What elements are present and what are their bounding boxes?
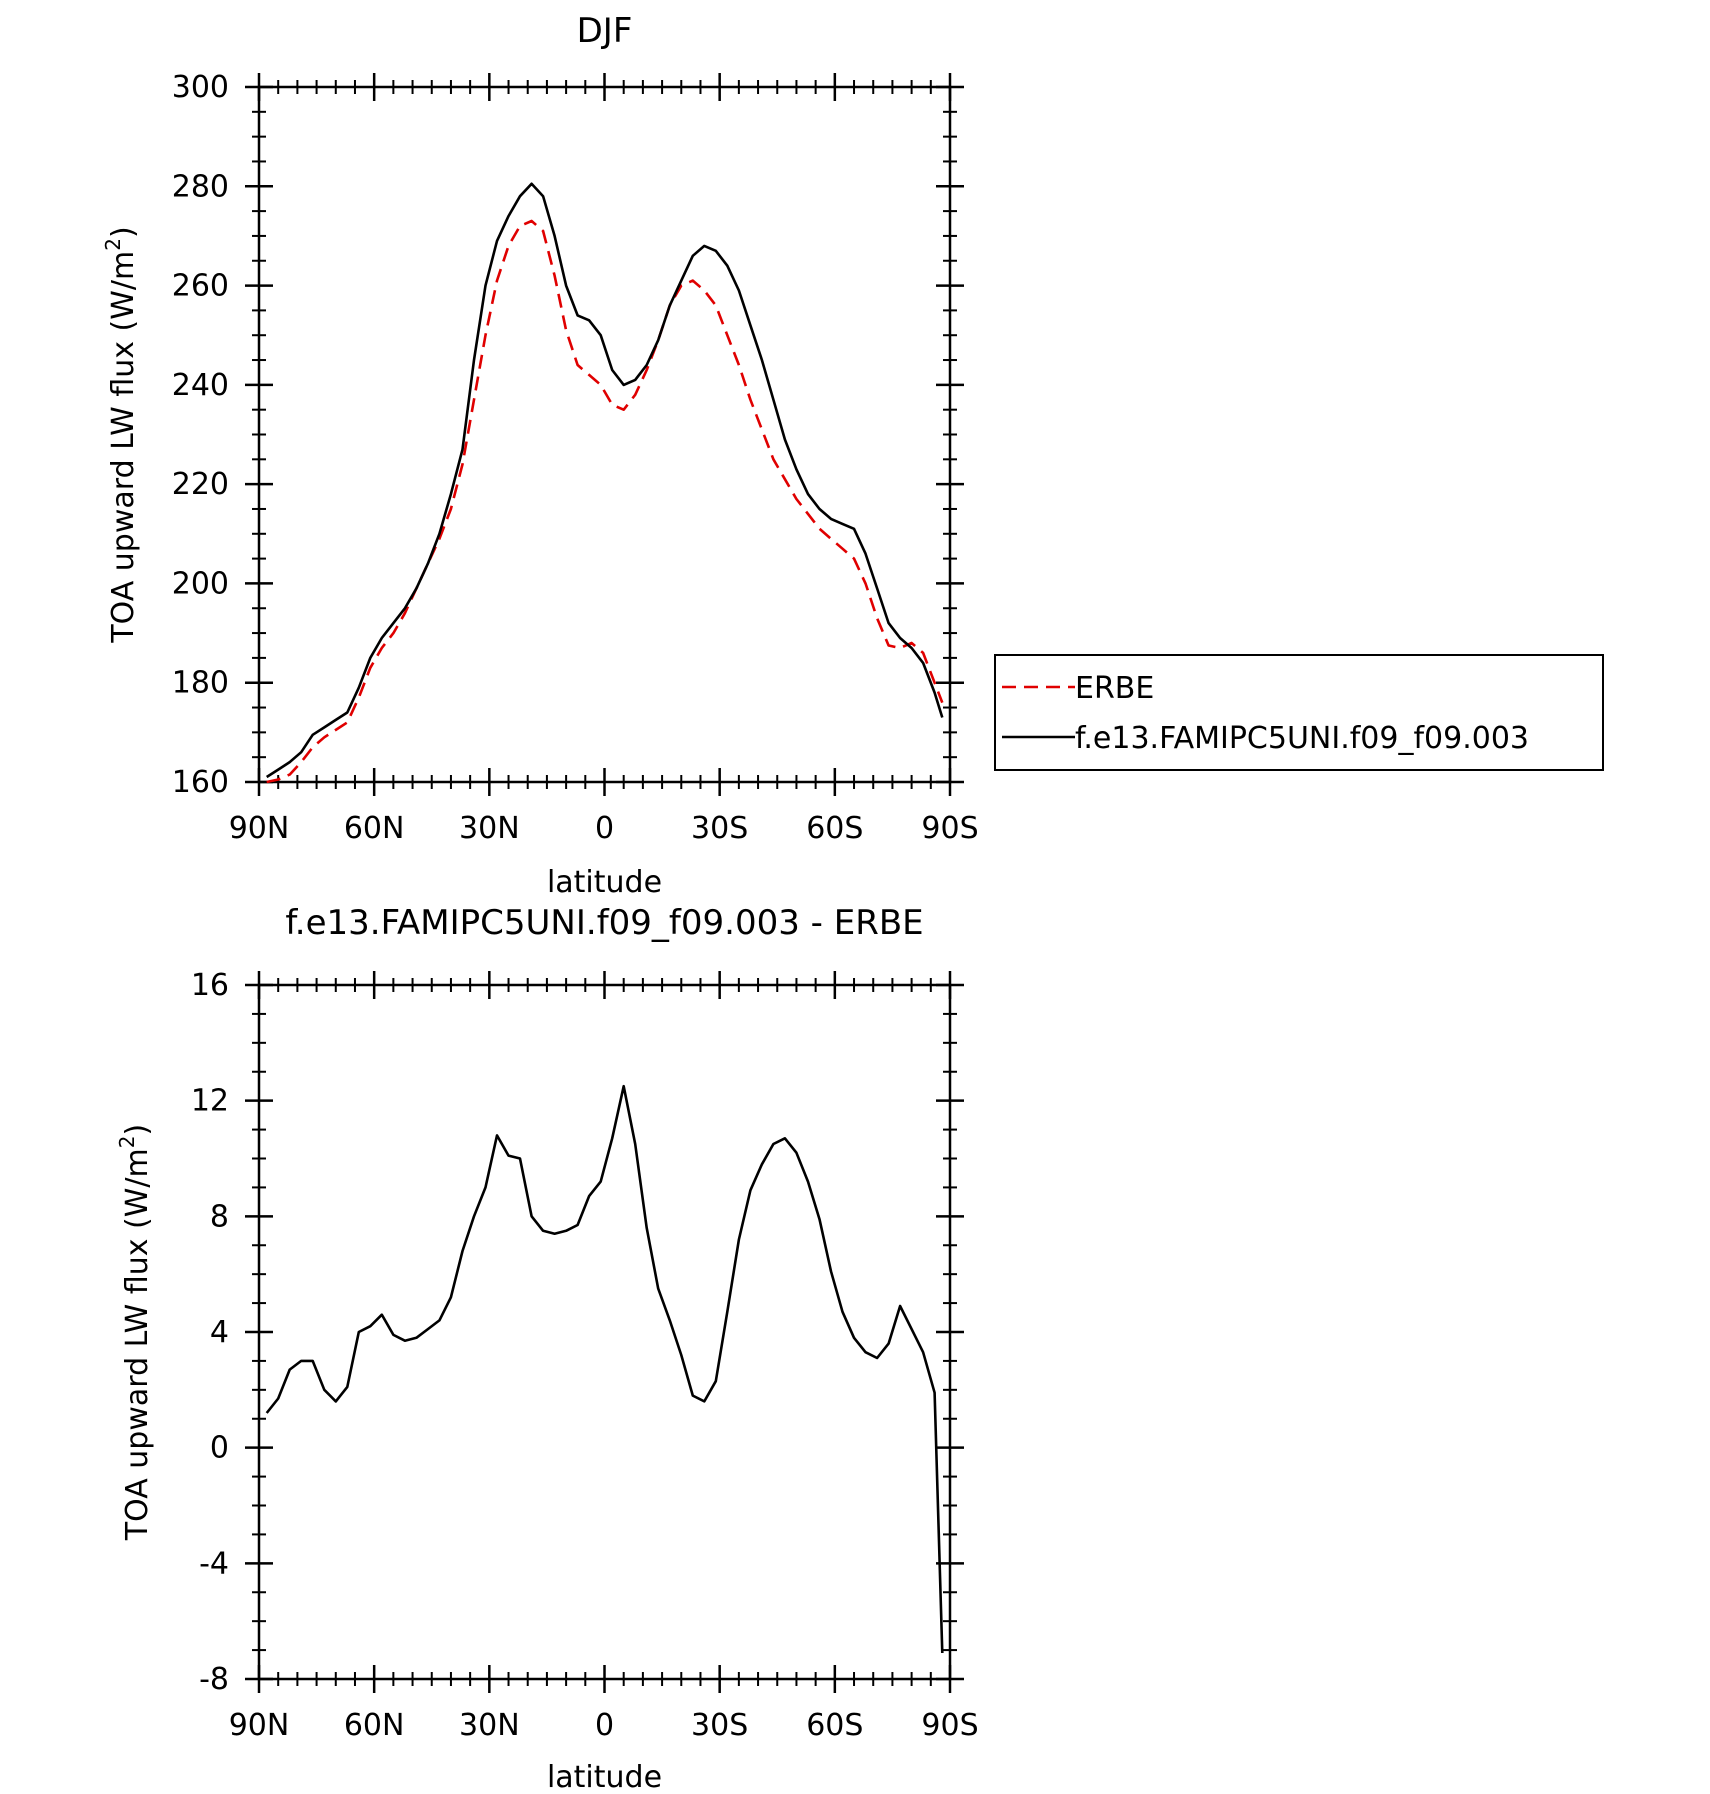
y-axis-label-superscript: 2 <box>101 238 125 251</box>
y-tick-label: -4 <box>199 1546 229 1581</box>
top-panel-chart: 160 180 200 220 240 260 280 300 90N 60N 30N 0 30S 60S… <box>101 11 979 900</box>
y-axis-label: TOA upward LW flux (W/m2) <box>101 226 141 643</box>
x-tick-label: 0 <box>595 1708 614 1743</box>
y-tick-label: 12 <box>191 1084 229 1119</box>
y-tick-label: 300 <box>172 70 229 105</box>
y-axis-label: TOA upward LW flux (W/m2) <box>115 1124 155 1541</box>
y-axis-label-superscript: 2 <box>115 1136 139 1149</box>
legend-box <box>994 654 1604 771</box>
x-tick-label: 90S <box>921 1708 978 1743</box>
x-axis-label: latitude <box>547 1760 662 1794</box>
chart-title: f.e13.FAMIPC5UNI.f09_f09.003 - ERBE <box>285 903 923 943</box>
x-tick-label: 30S <box>691 1708 748 1743</box>
y-axis-label-close: ) <box>120 1124 155 1136</box>
y-tick-label: 16 <box>191 968 229 1003</box>
legend-label-0: ERBE <box>1075 671 1154 706</box>
chart-title: DJF <box>577 11 633 51</box>
x-tick-label: 30S <box>691 811 748 846</box>
x-tick-label: 90N <box>229 1708 290 1743</box>
series-line-0-0 <box>266 219 944 784</box>
x-tick-label: 0 <box>595 811 614 846</box>
y-axis-label-main: TOA upward LW flux (W/m <box>120 1148 155 1541</box>
series-line-0-1 <box>265 182 944 779</box>
y-tick-label: 0 <box>210 1431 229 1466</box>
series-line-1-0 <box>265 1084 944 1654</box>
legend-label-1: f.e13.FAMIPC5UNI.f09_f09.003 <box>1075 721 1529 756</box>
y-tick-label: 8 <box>210 1199 229 1234</box>
y-tick-label: 220 <box>172 467 229 502</box>
y-axis-label-close: ) <box>106 226 141 238</box>
y-tick-label: 180 <box>172 666 229 701</box>
y-tick-label: 4 <box>210 1315 229 1350</box>
x-tick-label: 60N <box>344 1708 405 1743</box>
x-tick-label: 90N <box>229 811 290 846</box>
x-tick-label: 60N <box>344 811 405 846</box>
y-tick-label: 240 <box>172 368 229 403</box>
y-axis-label-main: TOA upward LW flux (W/m <box>106 251 141 644</box>
y-tick-label: -8 <box>199 1662 229 1697</box>
bottom-panel-chart: -8 -4 0 4 8 12 16 90N 60N 30N 0 30S 60S 90S f.e13.FAMI… <box>115 903 979 1794</box>
x-tick-label: 60S <box>806 1708 863 1743</box>
y-tick-label: 260 <box>172 269 229 304</box>
x-tick-label: 90S <box>921 811 978 846</box>
x-axis-label: latitude <box>547 865 662 900</box>
y-tick-label: 280 <box>172 169 229 204</box>
plot-frame <box>257 983 952 1681</box>
y-tick-label: 200 <box>172 566 229 601</box>
x-tick-label: 30N <box>459 1708 520 1743</box>
x-tick-label: 60S <box>806 811 863 846</box>
legend: ERBE f.e13.FAMIPC5UNI.f09_f09.003 <box>994 654 1604 771</box>
x-tick-label: 30N <box>459 811 520 846</box>
y-tick-label: 160 <box>172 765 229 800</box>
